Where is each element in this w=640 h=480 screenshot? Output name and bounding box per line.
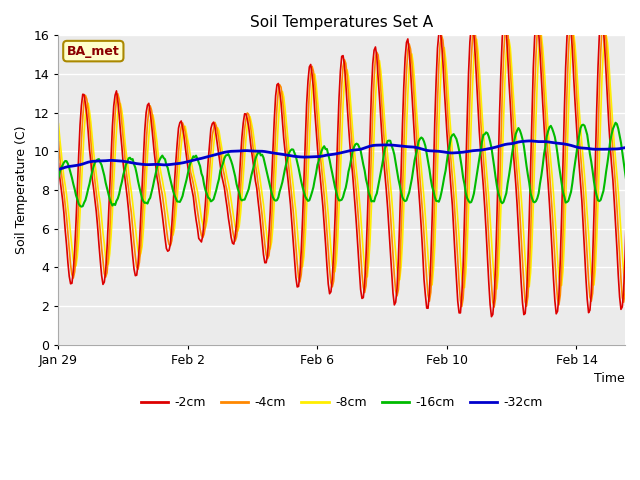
Title: Soil Temperatures Set A: Soil Temperatures Set A (250, 15, 433, 30)
Text: BA_met: BA_met (67, 45, 120, 58)
X-axis label: Time: Time (595, 372, 625, 385)
Legend: -2cm, -4cm, -8cm, -16cm, -32cm: -2cm, -4cm, -8cm, -16cm, -32cm (136, 391, 548, 414)
Y-axis label: Soil Temperature (C): Soil Temperature (C) (15, 126, 28, 254)
